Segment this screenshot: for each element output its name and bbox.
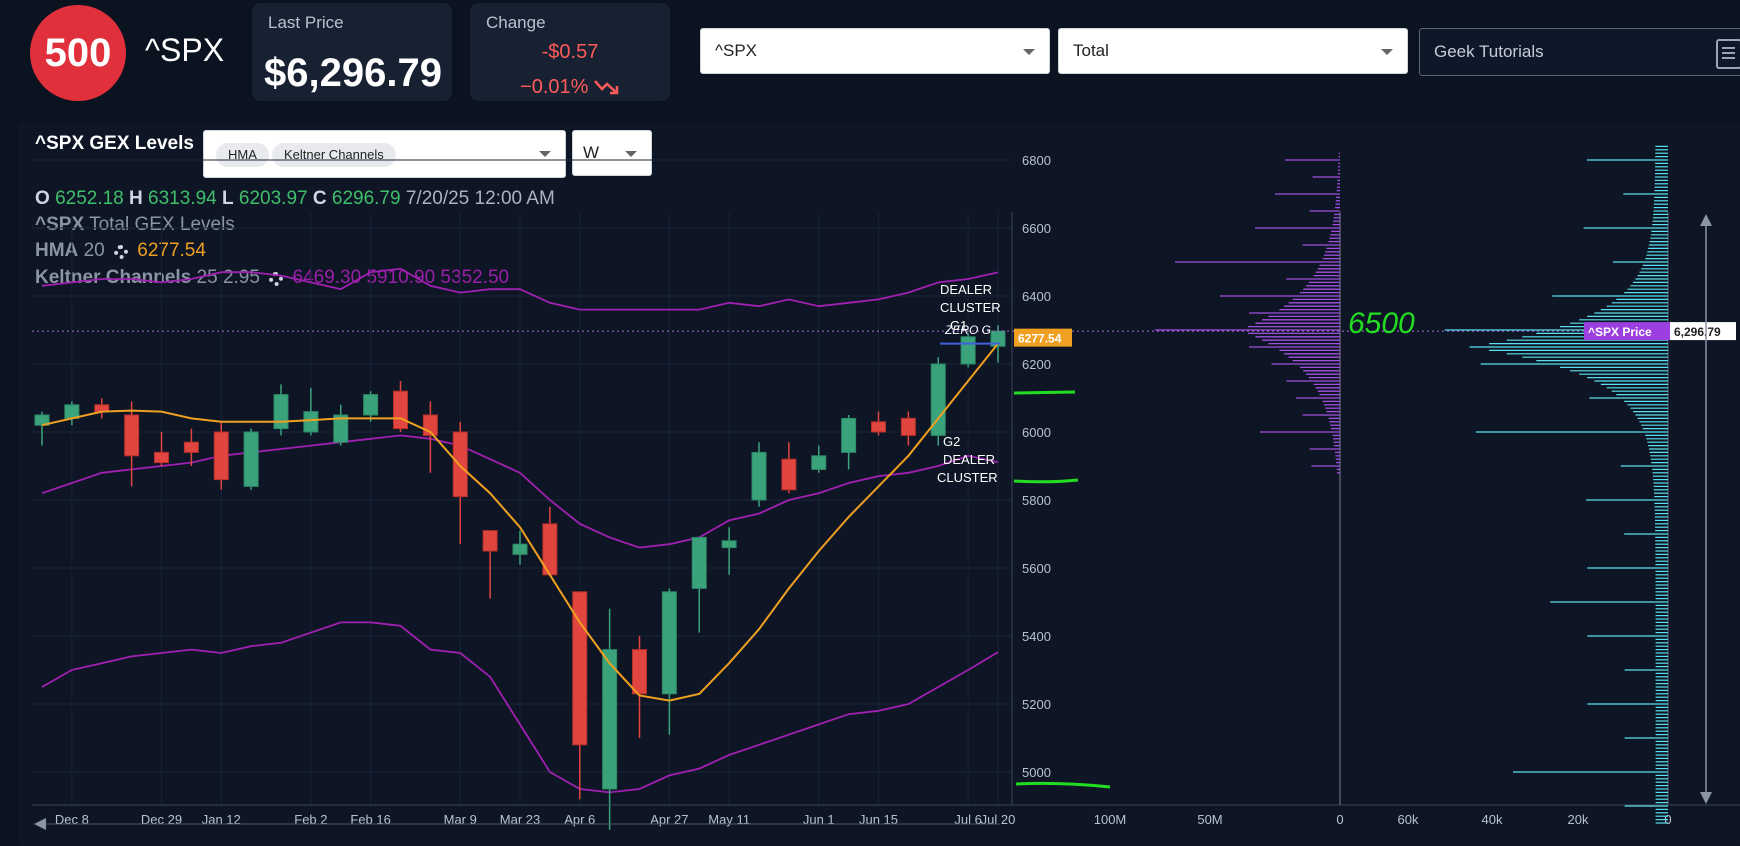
hma-period: 20 [83, 240, 105, 261]
top-bar: 500 ^SPX Last Price $6,296.79 Change -$0… [0, 0, 1740, 110]
last-price-card: Last Price $6,296.79 [252, 3, 452, 101]
chevron-down-icon [539, 151, 551, 157]
gex-type-select-value: Total [1073, 41, 1109, 60]
change-pct-row: −0.01% [470, 76, 670, 99]
keltner-label: Keltner Channels [35, 267, 192, 288]
last-price-value: $6,296.79 [264, 51, 442, 95]
indicator-chip-keltner[interactable]: Keltner Channels [272, 143, 396, 167]
gear-icon[interactable] [113, 245, 128, 259]
high-label: H [129, 188, 143, 209]
tutorials-select-value: Geek Tutorials [1434, 42, 1544, 61]
keltner-legend[interactable]: Keltner Channels 25 2.95 6469.30 5910.90… [35, 267, 509, 289]
bar-date: 7/20/25 12:00 AM [405, 188, 555, 209]
chevron-down-icon [625, 151, 637, 157]
ohlc-legend: O 6252.18 H 6313.94 L 6203.97 C 6296.79 … [35, 188, 555, 210]
indicator-chip-hma[interactable]: HMA [216, 143, 269, 167]
ticker-symbol: ^SPX [145, 32, 225, 68]
indicator-select[interactable]: HMA Keltner Channels [203, 130, 566, 178]
open-value: 6252.18 [55, 188, 124, 209]
close-label: C [312, 188, 327, 209]
change-pct: −0.01% [520, 76, 589, 98]
low-label: L [222, 188, 234, 209]
gex-type-select[interactable]: Total [1058, 28, 1408, 74]
hma-label: HMA [35, 240, 79, 261]
timeframe-select[interactable]: W [572, 130, 652, 176]
close-value: 6296.79 [331, 188, 401, 209]
gex-legend: ^SPX Total GEX Levels [35, 214, 235, 236]
change-label: Change [486, 13, 546, 32]
symbol-select[interactable]: ^SPX [700, 28, 1050, 74]
low-value: 6203.97 [238, 188, 308, 209]
chevron-down-icon [1023, 49, 1035, 55]
symbol-select-value: ^SPX [715, 41, 757, 60]
timeframe-value: W [583, 143, 600, 162]
change-card: Change -$0.57 −0.01% [470, 3, 670, 101]
document-icon[interactable] [1716, 39, 1740, 69]
gex-series-label: Total GEX Levels [89, 214, 235, 235]
keltner-params: 25 2.95 [196, 267, 260, 288]
chart-panel [18, 122, 1740, 846]
hma-legend[interactable]: HMA 20 6277.54 [35, 240, 206, 262]
change-abs: -$0.57 [541, 41, 599, 63]
gear-icon[interactable] [269, 272, 284, 286]
trend-down-icon [594, 80, 619, 95]
hma-value: 6277.54 [137, 240, 206, 261]
gex-symbol: ^SPX [35, 214, 85, 235]
panel-title: ^SPX GEX Levels [35, 133, 194, 154]
last-price-label: Last Price [268, 13, 344, 32]
ticker-badge: 500 [30, 5, 126, 101]
keltner-values: 6469.30 5910.90 5352.50 [292, 267, 510, 288]
high-value: 6313.94 [148, 188, 217, 209]
chevron-down-icon [1381, 49, 1393, 55]
tutorials-select[interactable]: Geek Tutorials [1419, 28, 1740, 76]
open-label: O [35, 188, 50, 209]
